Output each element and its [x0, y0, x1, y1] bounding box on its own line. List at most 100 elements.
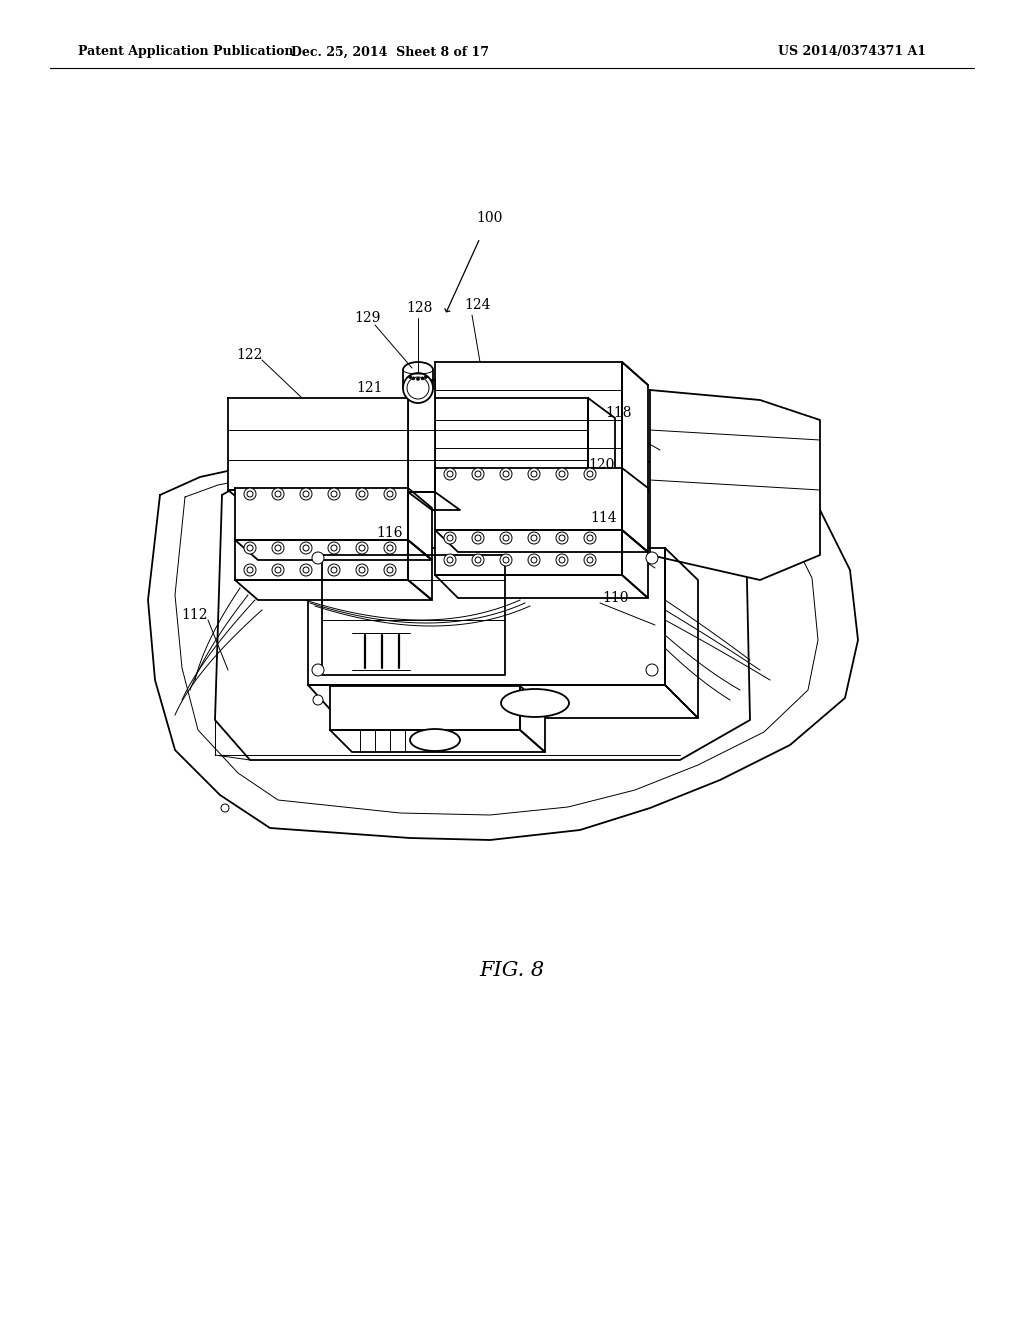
Polygon shape	[234, 579, 432, 601]
Circle shape	[421, 378, 424, 380]
Circle shape	[409, 375, 412, 379]
Circle shape	[275, 545, 281, 550]
Circle shape	[359, 491, 365, 498]
Circle shape	[503, 535, 509, 541]
Circle shape	[312, 664, 324, 676]
Polygon shape	[330, 686, 520, 730]
Polygon shape	[308, 685, 698, 718]
Polygon shape	[622, 469, 648, 552]
Circle shape	[475, 557, 481, 564]
Circle shape	[584, 532, 596, 544]
Circle shape	[531, 535, 537, 541]
Circle shape	[403, 374, 433, 403]
Polygon shape	[622, 362, 648, 492]
Circle shape	[303, 545, 309, 550]
Polygon shape	[520, 686, 545, 752]
Circle shape	[584, 469, 596, 480]
Circle shape	[475, 535, 481, 541]
Polygon shape	[228, 490, 615, 510]
Text: 128: 128	[407, 301, 433, 315]
Circle shape	[303, 568, 309, 573]
Text: 116: 116	[377, 525, 403, 540]
Polygon shape	[408, 380, 435, 492]
Circle shape	[384, 564, 396, 576]
Circle shape	[356, 488, 368, 500]
Polygon shape	[650, 389, 820, 579]
Polygon shape	[308, 548, 665, 685]
Circle shape	[412, 378, 415, 380]
Circle shape	[331, 545, 337, 550]
Circle shape	[221, 804, 229, 812]
Circle shape	[359, 545, 365, 550]
Circle shape	[472, 532, 484, 544]
Circle shape	[247, 491, 253, 498]
Text: 121: 121	[356, 381, 383, 395]
Circle shape	[272, 564, 284, 576]
Circle shape	[272, 488, 284, 500]
Circle shape	[387, 545, 393, 550]
Circle shape	[587, 557, 593, 564]
Circle shape	[331, 491, 337, 498]
Circle shape	[584, 554, 596, 566]
Circle shape	[300, 543, 312, 554]
Circle shape	[556, 469, 568, 480]
Polygon shape	[322, 554, 505, 675]
Circle shape	[556, 532, 568, 544]
Circle shape	[559, 557, 565, 564]
Polygon shape	[408, 492, 460, 510]
Polygon shape	[435, 362, 622, 470]
Circle shape	[356, 543, 368, 554]
Text: FIG. 8: FIG. 8	[479, 961, 545, 979]
Ellipse shape	[410, 729, 460, 751]
Circle shape	[303, 491, 309, 498]
Circle shape	[646, 552, 658, 564]
Circle shape	[447, 535, 453, 541]
Circle shape	[559, 471, 565, 477]
Circle shape	[475, 471, 481, 477]
Ellipse shape	[501, 689, 569, 717]
Circle shape	[272, 543, 284, 554]
Circle shape	[447, 471, 453, 477]
Polygon shape	[175, 459, 818, 814]
Polygon shape	[435, 576, 648, 598]
Circle shape	[331, 568, 337, 573]
Circle shape	[359, 568, 365, 573]
Circle shape	[356, 564, 368, 576]
Circle shape	[244, 543, 256, 554]
Polygon shape	[408, 540, 432, 601]
Text: 100: 100	[477, 211, 503, 224]
Circle shape	[328, 543, 340, 554]
Polygon shape	[234, 488, 408, 540]
Circle shape	[472, 469, 484, 480]
Circle shape	[531, 557, 537, 564]
Circle shape	[444, 532, 456, 544]
Circle shape	[500, 532, 512, 544]
Polygon shape	[234, 540, 432, 560]
Circle shape	[503, 557, 509, 564]
Circle shape	[384, 488, 396, 500]
Polygon shape	[622, 531, 648, 598]
Circle shape	[328, 488, 340, 500]
Circle shape	[247, 545, 253, 550]
Polygon shape	[435, 470, 648, 492]
Polygon shape	[408, 488, 432, 560]
Polygon shape	[588, 399, 615, 510]
Circle shape	[312, 552, 324, 564]
Circle shape	[387, 568, 393, 573]
Text: Dec. 25, 2014  Sheet 8 of 17: Dec. 25, 2014 Sheet 8 of 17	[291, 45, 489, 58]
Text: 122: 122	[237, 348, 263, 362]
Circle shape	[528, 532, 540, 544]
Polygon shape	[215, 462, 750, 760]
Circle shape	[313, 696, 323, 705]
Text: 124: 124	[465, 298, 492, 312]
Circle shape	[275, 491, 281, 498]
Circle shape	[587, 535, 593, 541]
Circle shape	[444, 469, 456, 480]
Polygon shape	[234, 540, 408, 579]
Polygon shape	[228, 399, 588, 490]
Text: 129: 129	[354, 312, 381, 325]
Polygon shape	[435, 531, 622, 576]
Circle shape	[407, 378, 429, 399]
Circle shape	[500, 554, 512, 566]
Circle shape	[300, 488, 312, 500]
